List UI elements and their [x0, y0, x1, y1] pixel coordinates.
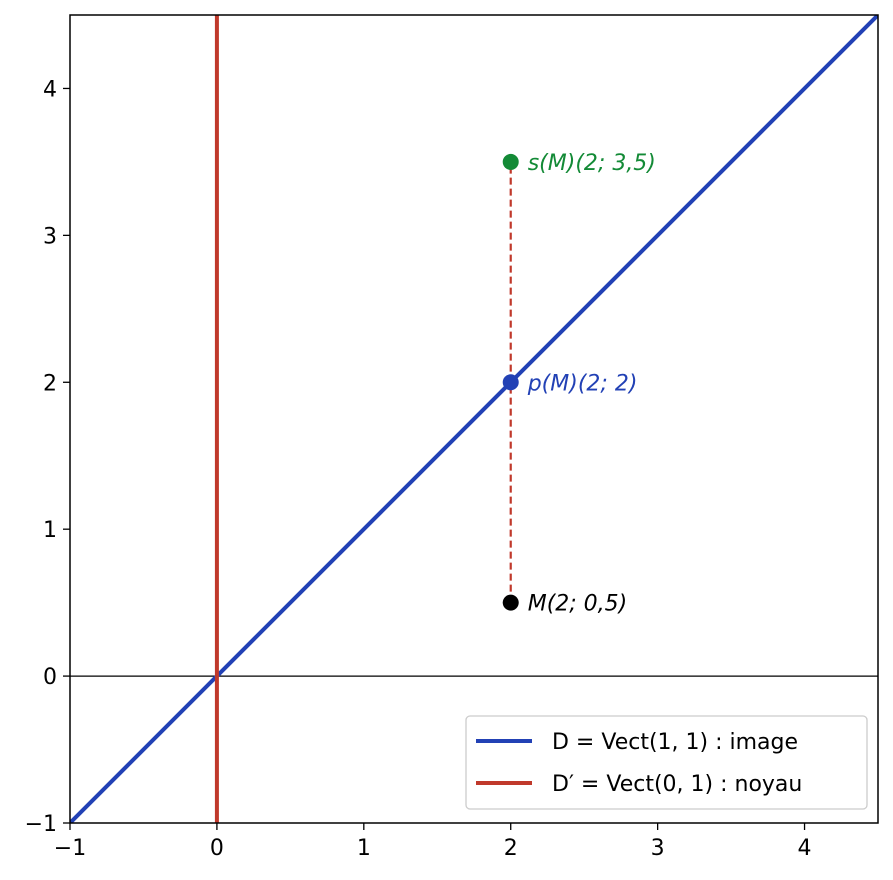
- x-tick-label: 0: [210, 836, 224, 861]
- point-label-3: s(M)(2; 3,5): [528, 151, 656, 176]
- x-tick-label: 3: [651, 836, 665, 861]
- series-layer: [70, 15, 878, 823]
- x-tick-label: 4: [798, 836, 812, 861]
- axes-layer: M(2; 0,5) p(M)(2; 2) s(M)(2; 3,5) −1 0 1 2 3 4 −1…: [25, 14, 879, 861]
- legend-label-1: D = Vect(1, 1) : image: [552, 730, 798, 755]
- legend: D = Vect(1, 1) : image D′ = Vect(0, 1) : …: [465, 715, 868, 810]
- x-tick-label: 1: [357, 836, 371, 861]
- x-tick-label: −1: [54, 836, 86, 861]
- points-layer: [502, 153, 519, 611]
- point-marker-3: [502, 153, 519, 170]
- legend-box: [465, 715, 868, 810]
- plot-frame: [69, 14, 879, 824]
- y-tick-label: 1: [43, 518, 57, 543]
- y-tick-label: 3: [43, 224, 57, 249]
- point-label-1: M(2; 0,5): [528, 592, 628, 617]
- legend-label-2: D′ = Vect(0, 1) : noyau: [552, 772, 802, 797]
- y-tick-label: 4: [43, 77, 57, 102]
- point-marker-2: [502, 374, 519, 391]
- x-tick-label: 2: [504, 836, 518, 861]
- point-marker-1: [502, 594, 519, 611]
- y-tick-label: 0: [43, 665, 57, 690]
- point-label-2: p(M)(2; 2): [527, 371, 638, 396]
- y-tick-label: −1: [25, 812, 57, 837]
- y-tick-label: 2: [43, 371, 57, 396]
- series-line-1: [70, 15, 878, 823]
